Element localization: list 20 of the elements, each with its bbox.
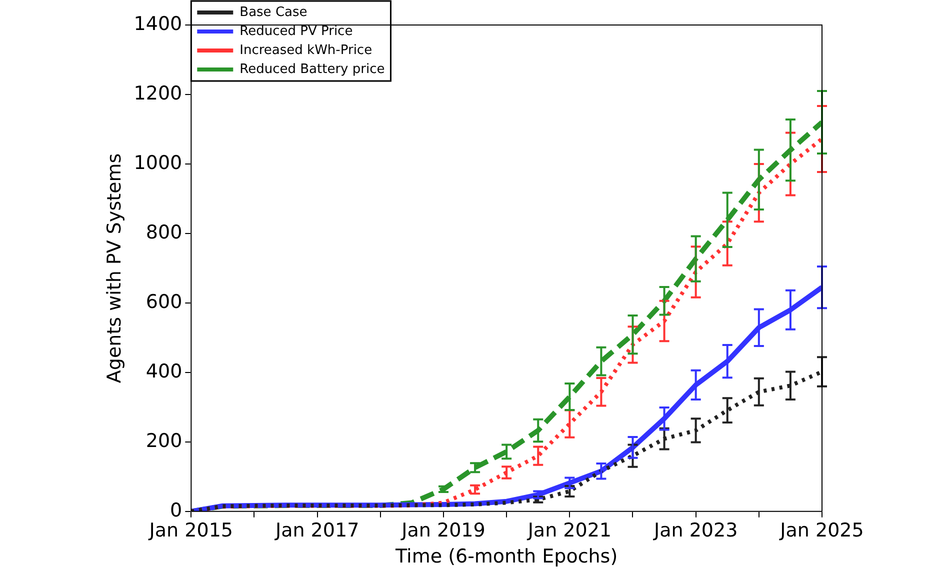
legend-label: Increased kWh-Price [240,42,372,58]
x-tick-label: Jan 2021 [526,520,612,542]
y-tick-label: 1000 [134,152,182,174]
x-tick-label: Jan 2015 [148,520,233,542]
y-tick-label: 0 [170,499,182,522]
y-tick-label: 800 [146,221,182,244]
x-tick-label: Jan 2017 [274,520,360,542]
x-axis-title: Time (6-month Epochs) [394,546,618,568]
legend-label: Reduced PV Price [240,24,353,39]
y-tick-label: 200 [146,430,182,452]
y-tick-label: 600 [146,290,182,313]
x-tick-label: Jan 2025 [779,520,864,542]
x-tick-label: Jan 2019 [400,520,486,542]
legend-label: Reduced Battery price [240,62,385,77]
y-axis-title: Agents with PV Systems [103,153,126,384]
x-tick-label: Jan 2023 [652,520,738,542]
legend-label: Base Case [240,4,308,20]
y-tick-label: 400 [146,360,182,382]
y-tick-label: 1400 [134,12,182,35]
y-tick-label: 1200 [134,82,182,104]
